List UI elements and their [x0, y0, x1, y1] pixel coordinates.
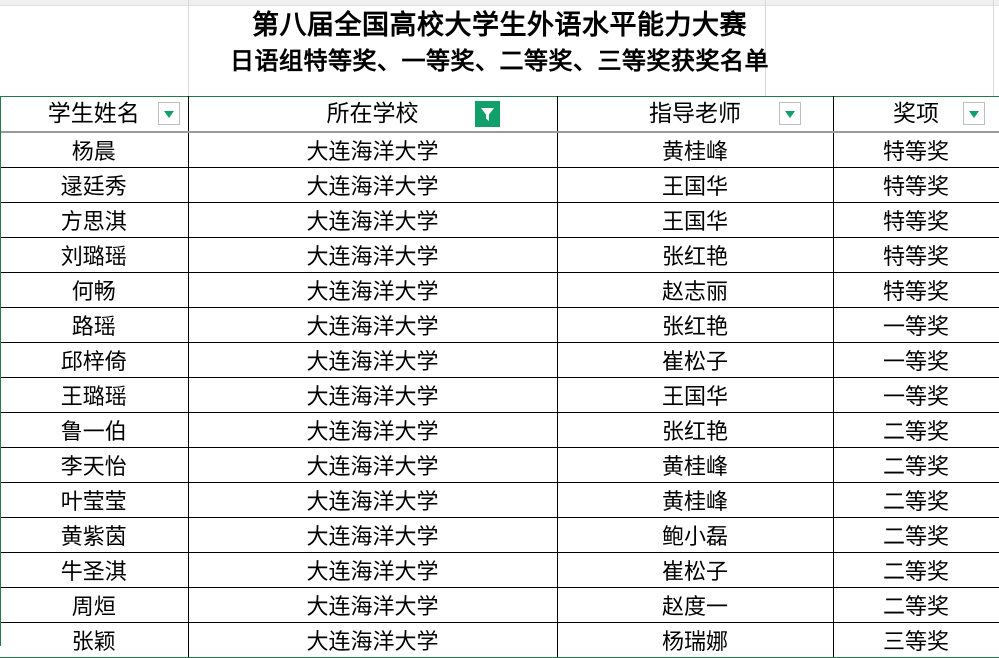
- table-row: 何畅 大连海洋大学 赵志丽 特等奖: [0, 272, 999, 308]
- cell-teacher[interactable]: 王国华: [557, 167, 834, 203]
- cell-award[interactable]: 三等奖: [833, 622, 999, 658]
- cell-school[interactable]: 大连海洋大学: [188, 517, 558, 553]
- cell-student-name[interactable]: 方思淇: [0, 202, 189, 238]
- table-row: 刘璐瑶 大连海洋大学 张红艳 特等奖: [0, 237, 999, 273]
- cell-student-name[interactable]: 李天怡: [0, 447, 189, 483]
- cell-school[interactable]: 大连海洋大学: [188, 587, 558, 623]
- cell-award[interactable]: 二等奖: [833, 552, 999, 588]
- cell-teacher[interactable]: 黄桂峰: [557, 132, 834, 168]
- cell-award[interactable]: 二等奖: [833, 587, 999, 623]
- cell-school[interactable]: 大连海洋大学: [188, 377, 558, 413]
- cell-school[interactable]: 大连海洋大学: [188, 412, 558, 448]
- selection-left-edge: [0, 96, 1, 646]
- table-row: 鲁一伯 大连海洋大学 张红艳 二等奖: [0, 412, 999, 448]
- cell-school[interactable]: 大连海洋大学: [188, 272, 558, 308]
- table-header: 学生姓名 所在学校: [0, 96, 999, 133]
- cell-teacher[interactable]: 张红艳: [557, 237, 834, 273]
- cell-school[interactable]: 大连海洋大学: [188, 447, 558, 483]
- cell-school[interactable]: 大连海洋大学: [188, 342, 558, 378]
- cell-award[interactable]: 一等奖: [833, 377, 999, 413]
- column-header-school[interactable]: 所在学校: [188, 96, 558, 133]
- cell-student-name[interactable]: 王璐瑶: [0, 377, 189, 413]
- cell-award[interactable]: 特等奖: [833, 202, 999, 238]
- filter-dropdown-icon-award[interactable]: [962, 102, 985, 125]
- cell-student-name[interactable]: 黄紫茵: [0, 517, 189, 553]
- cell-teacher[interactable]: 张红艳: [557, 412, 834, 448]
- cell-teacher[interactable]: 赵度一: [557, 587, 834, 623]
- cell-teacher[interactable]: 赵志丽: [557, 272, 834, 308]
- cell-school[interactable]: 大连海洋大学: [188, 622, 558, 658]
- document-subtitle: 日语组特等奖、一等奖、二等奖、三等奖获奖名单: [230, 49, 769, 75]
- cell-school[interactable]: 大连海洋大学: [188, 167, 558, 203]
- cell-student-name[interactable]: 何畅: [0, 272, 189, 308]
- cell-teacher[interactable]: 崔松子: [557, 552, 834, 588]
- cell-school[interactable]: 大连海洋大学: [188, 237, 558, 273]
- table-row: 黄紫茵 大连海洋大学 鲍小磊 二等奖: [0, 517, 999, 553]
- cell-award[interactable]: 特等奖: [833, 132, 999, 168]
- table-row: 周烜 大连海洋大学 赵度一 二等奖: [0, 587, 999, 623]
- cell-student-name[interactable]: 张颖: [0, 622, 189, 658]
- cell-teacher[interactable]: 王国华: [557, 377, 834, 413]
- table-row: 方思淇 大连海洋大学 王国华 特等奖: [0, 202, 999, 238]
- cell-school[interactable]: 大连海洋大学: [188, 552, 558, 588]
- cell-teacher[interactable]: 黄桂峰: [557, 482, 834, 518]
- cell-award[interactable]: 特等奖: [833, 237, 999, 273]
- cell-school[interactable]: 大连海洋大学: [188, 307, 558, 343]
- title-block: 第八届全国高校大学生外语水平能力大赛 日语组特等奖、一等奖、二等奖、三等奖获奖名…: [0, 6, 999, 80]
- column-header-label: 指导老师: [649, 101, 741, 126]
- table-body: 杨晨 大连海洋大学 黄桂峰 特等奖 逯廷秀 大连海洋大学 王国华 特等奖 方思淇 大连海洋大学 王国…: [0, 132, 999, 658]
- cell-teacher[interactable]: 王国华: [557, 202, 834, 238]
- table-row: 逯廷秀 大连海洋大学 王国华 特等奖: [0, 167, 999, 203]
- cell-student-name[interactable]: 路瑶: [0, 307, 189, 343]
- column-header-award[interactable]: 奖项: [833, 96, 999, 133]
- funnel-filter-icon-school[interactable]: [474, 101, 500, 127]
- filter-dropdown-icon-student-name[interactable]: [157, 102, 180, 125]
- cell-student-name[interactable]: 杨晨: [0, 132, 189, 168]
- cell-award[interactable]: 一等奖: [833, 307, 999, 343]
- cell-award[interactable]: 二等奖: [833, 447, 999, 483]
- header-row: 学生姓名 所在学校: [0, 96, 999, 133]
- cell-award[interactable]: 一等奖: [833, 342, 999, 378]
- cell-award[interactable]: 二等奖: [833, 412, 999, 448]
- cell-student-name[interactable]: 邱梓倚: [0, 342, 189, 378]
- cell-school[interactable]: 大连海洋大学: [188, 202, 558, 238]
- document-title: 第八届全国高校大学生外语水平能力大赛: [252, 10, 747, 40]
- table-row: 李天怡 大连海洋大学 黄桂峰 二等奖: [0, 447, 999, 483]
- cell-school[interactable]: 大连海洋大学: [188, 482, 558, 518]
- cell-student-name[interactable]: 周烜: [0, 587, 189, 623]
- cell-award[interactable]: 特等奖: [833, 167, 999, 203]
- awards-table: 学生姓名 所在学校: [0, 96, 999, 658]
- cell-award[interactable]: 二等奖: [833, 482, 999, 518]
- table-row: 牛圣淇 大连海洋大学 崔松子 二等奖: [0, 552, 999, 588]
- cell-teacher[interactable]: 张红艳: [557, 307, 834, 343]
- column-header-label: 所在学校: [326, 101, 419, 126]
- table-row: 张颖 大连海洋大学 杨瑞娜 三等奖: [0, 622, 999, 658]
- cell-student-name[interactable]: 牛圣淇: [0, 552, 189, 588]
- cell-teacher[interactable]: 崔松子: [557, 342, 834, 378]
- cell-student-name[interactable]: 刘璐瑶: [0, 237, 189, 273]
- filter-dropdown-icon-teacher[interactable]: [778, 102, 801, 125]
- table-row: 叶莹莹 大连海洋大学 黄桂峰 二等奖: [0, 482, 999, 518]
- cell-teacher[interactable]: 鲍小磊: [557, 517, 834, 553]
- column-header-teacher[interactable]: 指导老师: [557, 96, 834, 133]
- table-row: 路瑶 大连海洋大学 张红艳 一等奖: [0, 307, 999, 343]
- table-row: 杨晨 大连海洋大学 黄桂峰 特等奖: [0, 132, 999, 168]
- table-row: 王璐瑶 大连海洋大学 王国华 一等奖: [0, 377, 999, 413]
- table-row: 邱梓倚 大连海洋大学 崔松子 一等奖: [0, 342, 999, 378]
- cell-award[interactable]: 二等奖: [833, 517, 999, 553]
- cell-student-name[interactable]: 逯廷秀: [0, 167, 189, 203]
- column-header-student-name[interactable]: 学生姓名: [0, 96, 189, 133]
- cell-teacher[interactable]: 黄桂峰: [557, 447, 834, 483]
- cell-teacher[interactable]: 杨瑞娜: [557, 622, 834, 658]
- cell-award[interactable]: 特等奖: [833, 272, 999, 308]
- cell-student-name[interactable]: 叶莹莹: [0, 482, 189, 518]
- column-header-label: 学生姓名: [47, 101, 140, 126]
- cell-student-name[interactable]: 鲁一伯: [0, 412, 189, 448]
- cell-school[interactable]: 大连海洋大学: [188, 132, 558, 168]
- column-header-label: 奖项: [893, 101, 939, 126]
